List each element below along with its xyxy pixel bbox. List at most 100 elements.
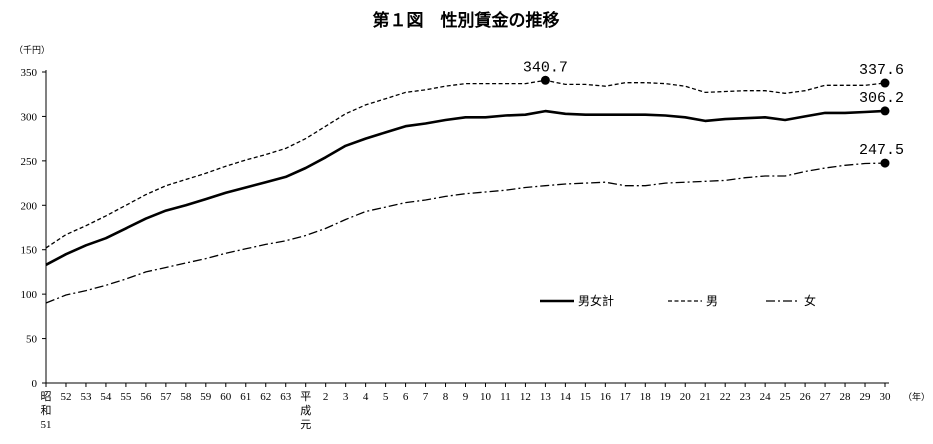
chart-title: 第１図 性別賃金の推移 <box>373 10 560 31</box>
x-tick-label-line: 24 <box>760 391 772 403</box>
x-tick-label-line: 57 <box>160 391 172 403</box>
x-tick-label-line: 6 <box>403 391 409 403</box>
x-tick-label: 63 <box>280 391 292 403</box>
axes <box>45 70 889 384</box>
y-tick-label: 350 <box>21 67 38 79</box>
x-tick-label: 13 <box>540 391 552 403</box>
y-axis-unit: （千円） <box>14 45 50 56</box>
x-tick-label-line: 8 <box>443 391 449 403</box>
legend: 男女計 男 女 <box>540 293 816 308</box>
x-tick-label-line: 16 <box>600 391 612 403</box>
annotation-dot <box>880 78 890 88</box>
x-tick-label: 25 <box>780 391 792 403</box>
legend-label: 男 <box>706 294 718 308</box>
x-tick-label: 52 <box>60 391 71 403</box>
annotation-dot <box>540 75 550 85</box>
x-tick-label: 58 <box>180 391 192 403</box>
x-tick-label: 26 <box>800 391 812 403</box>
x-tick-label: 14 <box>560 391 572 403</box>
x-tick-label-line: 30 <box>880 391 892 403</box>
series-lines <box>45 79 886 304</box>
x-tick-label: 10 <box>480 391 492 403</box>
x-tick-label-line: 4 <box>363 391 369 403</box>
x-tick-label-line: 2 <box>323 391 329 403</box>
legend-label: 男女計 <box>578 293 614 308</box>
annotation-label: 340.7 <box>523 59 568 76</box>
y-tick-label: 300 <box>21 111 38 123</box>
x-tick-label-line: 和 <box>41 404 52 417</box>
x-tick-label: 19 <box>660 391 672 403</box>
x-tick-label: 11 <box>500 391 511 403</box>
x-tick-label: 12 <box>520 391 531 403</box>
x-tick-label-line: 9 <box>463 391 469 403</box>
x-tick-label-line: 平 <box>300 391 311 403</box>
x-tick-label-line: 52 <box>60 391 71 403</box>
series-line-1 <box>45 79 886 249</box>
annotation-dot <box>880 158 890 168</box>
x-tick-label-line: 62 <box>260 391 271 403</box>
x-tick-label-line: 20 <box>680 391 692 403</box>
x-tick-label-line: 25 <box>780 391 792 403</box>
x-tick-label-line: 59 <box>200 391 212 403</box>
x-tick-label-line: 昭 <box>41 390 52 403</box>
x-tick-label-line: 29 <box>860 391 872 403</box>
x-tick-label: 22 <box>720 391 731 403</box>
x-tick-label: 7 <box>423 391 429 403</box>
x-tick-label: 9 <box>463 391 469 403</box>
x-tick-label-line: 14 <box>560 391 572 403</box>
x-tick-label-line: 3 <box>343 391 349 403</box>
x-tick-label: 57 <box>160 391 172 403</box>
x-tick-label: 16 <box>600 391 612 403</box>
x-tick-label-line: 10 <box>480 391 492 403</box>
x-tick-label: 23 <box>740 391 752 403</box>
x-tick-label: 8 <box>443 391 449 403</box>
x-tick-label-line: 11 <box>500 391 511 403</box>
x-tick-label-line: 成 <box>300 404 311 417</box>
x-tick-label: 54 <box>100 391 112 403</box>
legend-label: 女 <box>804 293 816 308</box>
x-tick-label: 15 <box>580 391 592 403</box>
annotation-label: 337.6 <box>859 62 904 79</box>
x-tick-label: 62 <box>260 391 271 403</box>
x-tick-label: 56 <box>140 391 152 403</box>
x-tick-label-line: 28 <box>840 391 852 403</box>
y-tick-label: 200 <box>21 200 38 212</box>
x-tick-label-line: 61 <box>240 391 251 403</box>
x-tick-label-line: 56 <box>140 391 152 403</box>
x-tick-label: 24 <box>760 391 772 403</box>
x-tick-label: 53 <box>80 391 92 403</box>
y-ticks: 0 50 100 150 200 250 300 350 <box>21 67 46 390</box>
x-tick-label-line: 17 <box>620 391 632 403</box>
x-tick-label: 5 <box>383 391 389 403</box>
x-tick-label: 29 <box>860 391 872 403</box>
x-tick-label-line: 21 <box>700 391 711 403</box>
x-tick-label-line: 13 <box>540 391 552 403</box>
series-line-2 <box>45 162 886 304</box>
x-tick-label: 3 <box>343 391 349 403</box>
x-tick-label: 昭和 51 <box>41 390 52 431</box>
x-tick-label: 59 <box>200 391 212 403</box>
x-tick-label-line: 18 <box>640 391 652 403</box>
annotation-label: 247.5 <box>859 142 904 159</box>
y-tick-label: 100 <box>21 289 38 301</box>
x-tick-label-line: 元 <box>300 419 311 431</box>
x-axis-unit: （年） <box>903 391 930 403</box>
x-tick-label-line: 26 <box>800 391 812 403</box>
annotation-dot <box>880 106 890 116</box>
x-tick-label-line: 19 <box>660 391 672 403</box>
x-tick-label: 18 <box>640 391 652 403</box>
x-tick-label-line: 63 <box>280 391 292 403</box>
x-tick-label-line: 5 <box>383 391 389 403</box>
x-tick-label-line: 55 <box>120 391 132 403</box>
x-tick-label: 6 <box>403 391 409 403</box>
x-tick-label-line: 23 <box>740 391 752 403</box>
x-tick-label-line: 7 <box>423 391 429 403</box>
x-tick-label-line: 51 <box>41 419 52 431</box>
x-tick-label-line: 60 <box>220 391 232 403</box>
x-tick-label: 4 <box>363 391 369 403</box>
x-tick-label: 20 <box>680 391 692 403</box>
x-tick-label: 17 <box>620 391 632 403</box>
x-tick-label-line: 27 <box>820 391 832 403</box>
